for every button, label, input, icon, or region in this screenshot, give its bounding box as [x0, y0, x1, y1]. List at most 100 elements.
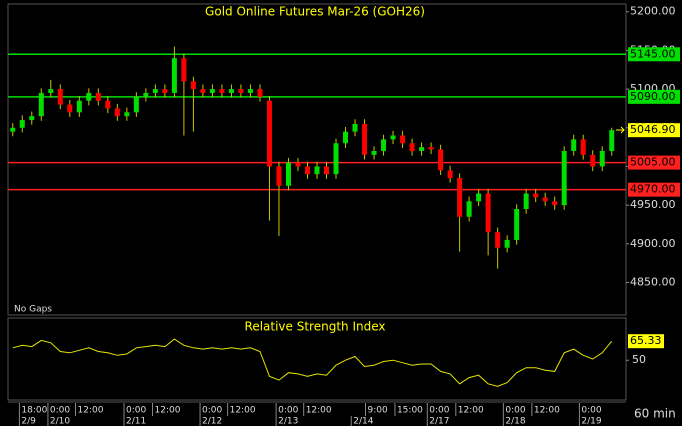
candle-body — [504, 239, 510, 248]
candle-body — [609, 130, 615, 151]
rsi-title: Relative Strength Index — [245, 320, 386, 334]
x-tick-label: 15:00 — [397, 406, 423, 416]
candle-body — [285, 162, 291, 186]
x-tick-label: 12:00 — [230, 406, 256, 416]
candle-body — [447, 170, 453, 179]
rsi-line — [12, 338, 613, 387]
level-label-box — [628, 47, 680, 62]
candle-body — [590, 154, 596, 167]
candle-body — [542, 197, 548, 202]
rsi-label-box — [628, 334, 664, 349]
x-tick-label: 18:00 — [21, 406, 47, 416]
y-tick-label: 4850.00 — [630, 276, 676, 289]
candle-body — [419, 147, 425, 151]
level-label-box — [628, 182, 680, 197]
candle-body — [304, 166, 310, 175]
candle-body — [190, 81, 196, 90]
x-tick-label: 0:00 — [202, 406, 222, 416]
candle-body — [561, 150, 567, 206]
candle-body — [580, 139, 586, 155]
rsi-last-label: 65.33 — [630, 334, 662, 347]
candle-body — [495, 232, 501, 248]
x-tick-label: 0:00 — [429, 406, 449, 416]
candle-body — [162, 89, 168, 93]
y-tick-label: 50 — [632, 353, 646, 366]
date-tick-label: 2/12 — [202, 417, 222, 426]
x-tick-label: 0:00 — [278, 406, 298, 416]
candle-body — [76, 100, 82, 113]
date-tick-label: 2/11 — [126, 417, 146, 426]
note: No Gaps — [14, 305, 52, 315]
candle-body — [343, 131, 349, 144]
candle-body — [95, 92, 101, 101]
last-price-label: 5046.90 — [630, 123, 676, 136]
candle-body — [19, 120, 25, 128]
candle-body — [238, 89, 244, 93]
candle-body — [533, 193, 539, 198]
x-tick-label: 12:00 — [534, 406, 560, 416]
y-tick-label: 4900.00 — [630, 237, 676, 250]
candle-body — [276, 166, 282, 186]
price-arrow — [616, 126, 625, 134]
candle-body — [599, 150, 605, 167]
x-tick-label: 12:00 — [306, 406, 332, 416]
candle-body — [352, 123, 358, 132]
candle-body — [114, 108, 120, 117]
price-panel — [7, 3, 627, 316]
chart-title: Gold Online Futures Mar-26 (GOH26) — [205, 5, 425, 19]
candle-body — [266, 100, 272, 167]
candle-body — [381, 139, 387, 151]
candle-body — [209, 89, 215, 93]
date-tick-label: 2/19 — [581, 417, 601, 426]
candle-body — [457, 178, 463, 217]
level-label: 5090.00 — [630, 90, 676, 103]
y-tick-label: 5200.00 — [630, 5, 676, 18]
level-label: 5145.00 — [630, 47, 676, 60]
x-tick-label: 9:00 — [367, 406, 387, 416]
candle-body — [514, 209, 520, 240]
candle-body — [257, 89, 263, 97]
last-price-box — [628, 123, 680, 138]
candle-body — [295, 162, 301, 167]
candle-body — [86, 92, 92, 101]
candle-body — [124, 112, 130, 117]
candle-body — [171, 58, 177, 93]
candle-body — [485, 193, 491, 233]
candle-body — [10, 127, 16, 132]
candle-body — [409, 143, 415, 151]
candle-body — [143, 92, 149, 97]
candle-body — [324, 166, 330, 175]
level-label: 5005.00 — [630, 156, 676, 169]
level-label-box — [628, 89, 680, 104]
date-tick-label: 2/9 — [21, 417, 36, 426]
date-tick-label: 2/18 — [505, 417, 525, 426]
level-label: 4970.00 — [630, 183, 676, 196]
candle-body — [152, 89, 158, 93]
candle-body — [400, 135, 406, 144]
candle-body — [200, 89, 206, 93]
x-tick-label: 0:00 — [126, 406, 146, 416]
candle-body — [228, 89, 234, 93]
date-tick-label: 2/10 — [50, 417, 70, 426]
x-tick-label: 12:00 — [458, 406, 484, 416]
x-tick-label: 12:00 — [78, 406, 104, 416]
x-tick-label: 0:00 — [50, 406, 70, 416]
date-tick-label: 2/13 — [278, 417, 298, 426]
date-tick-label: 2/17 — [429, 417, 449, 426]
candle-body — [29, 116, 35, 121]
candle-body — [371, 150, 377, 155]
candle-body — [247, 89, 253, 93]
x-unit: 60 min — [634, 407, 676, 421]
y-tick-label: 4950.00 — [630, 198, 676, 211]
candle-body — [466, 201, 472, 217]
rsi-panel — [7, 317, 627, 401]
candle-body — [438, 149, 444, 171]
date-tick-label: 2/14 — [353, 417, 373, 426]
candle-body — [476, 193, 482, 202]
x-tick-label: 12:00 — [155, 406, 181, 416]
candle-body — [390, 135, 396, 140]
candle-body — [57, 89, 63, 105]
candle-body — [38, 92, 44, 117]
